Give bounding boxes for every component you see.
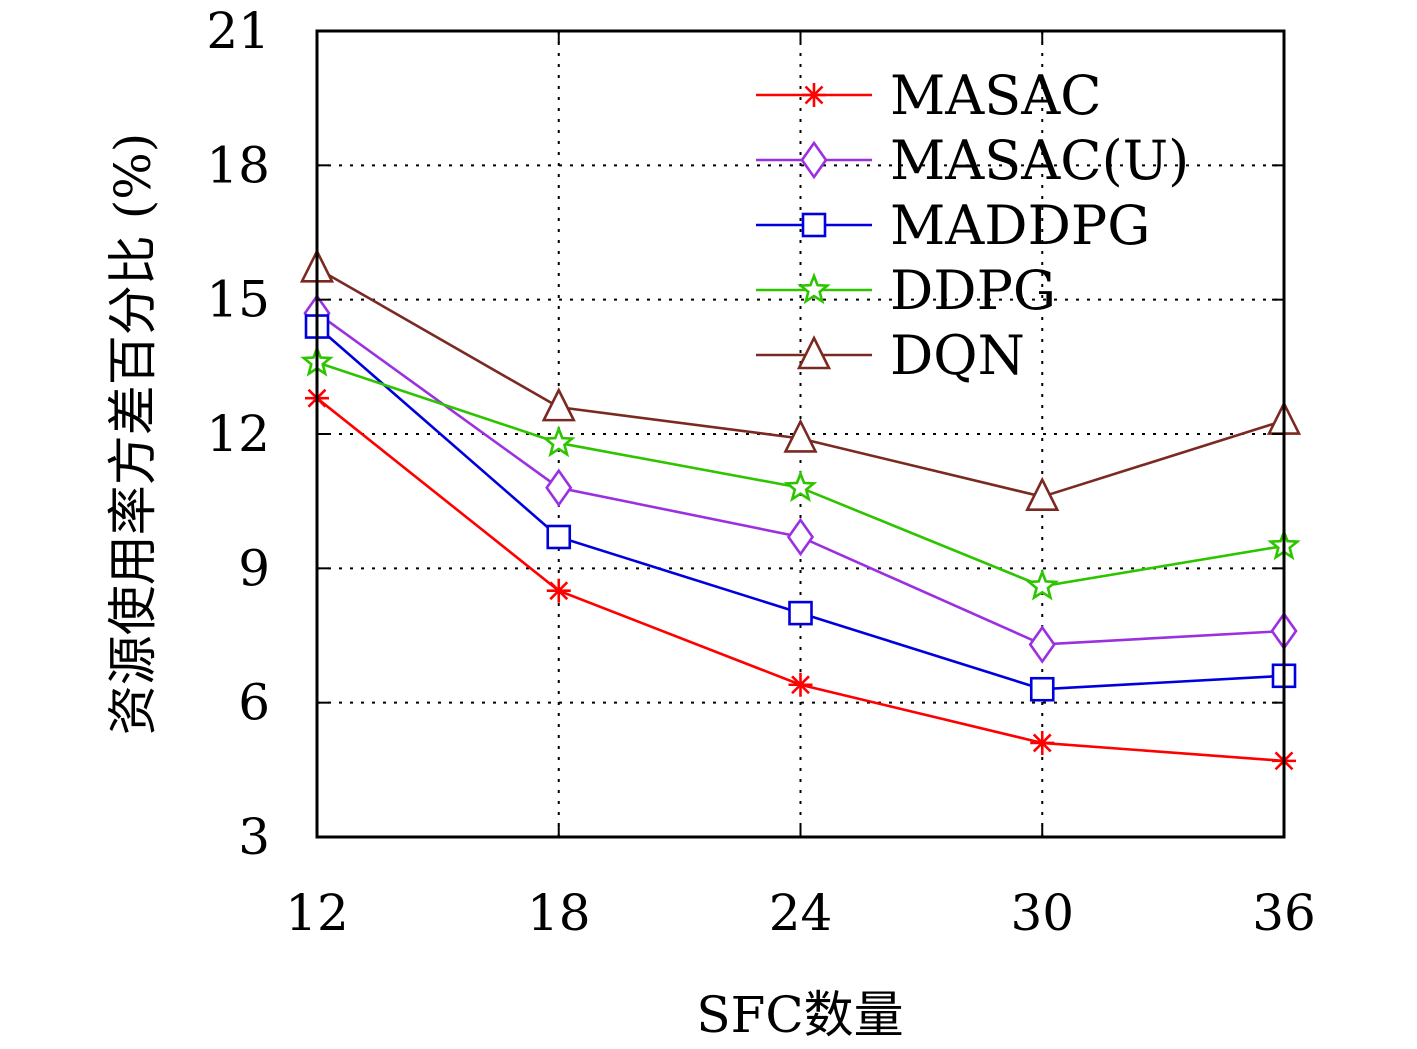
series-line-maddpg <box>316 325 1285 691</box>
series-maddpg <box>304 314 1297 702</box>
series-masac-u <box>303 293 1298 664</box>
x-tick-label: 30 <box>1010 884 1074 942</box>
legend-item-masac: MASAC <box>756 64 1102 127</box>
data-point-masac <box>1030 730 1055 755</box>
legend-label: MASAC <box>890 64 1102 127</box>
y-axis-title: 资源使用率方差百分比 (%) <box>104 133 162 735</box>
legend-marker-dqn <box>796 335 832 370</box>
x-tick-label: 12 <box>285 884 349 942</box>
data-point-maddpg <box>546 524 572 550</box>
legend-marker-masac <box>802 83 826 107</box>
legend-label: MASAC(U) <box>890 129 1189 192</box>
y-tick-label: 3 <box>238 808 270 866</box>
legend-label: DDPG <box>890 259 1056 322</box>
y-tick-label: 21 <box>206 2 270 60</box>
legend-item-maddpg: MADDPG <box>756 194 1150 257</box>
legend-label: DQN <box>890 324 1025 387</box>
data-point-maddpg <box>788 600 813 626</box>
data-point-masac-u <box>1028 625 1056 664</box>
data-point-masac <box>546 578 571 603</box>
x-tick-label: 24 <box>769 884 833 942</box>
x-axis-title: SFC数量 <box>696 986 903 1044</box>
y-tick-label: 18 <box>206 136 270 194</box>
y-tick-label: 9 <box>238 539 270 597</box>
y-tick-label: 15 <box>206 271 270 329</box>
data-point-masac <box>788 672 813 697</box>
legend-item-masac-u: MASAC(U) <box>756 129 1189 192</box>
data-point-masac-u <box>786 517 815 557</box>
x-tick-label: 36 <box>1252 884 1316 942</box>
data-point-dqn <box>541 387 576 422</box>
data-point-masac-stroke <box>549 581 569 601</box>
legend-item-ddpg: DDPG <box>756 259 1056 322</box>
legend-marker-maddpg <box>801 212 827 238</box>
data-point-ddpg <box>1025 568 1059 601</box>
y-tick-label: 12 <box>206 405 270 463</box>
data-point-ddpg <box>542 425 576 458</box>
data-point-maddpg <box>1029 676 1055 702</box>
data-point-dqn <box>1025 476 1060 511</box>
y-tick-label: 6 <box>238 674 270 732</box>
legend-marker-ddpg <box>797 272 831 305</box>
grid-lines <box>317 31 1284 837</box>
x-tick-label: 18 <box>527 884 591 942</box>
data-point-ddpg <box>783 470 818 502</box>
legend-label: MADDPG <box>890 194 1150 257</box>
data-point-dqn <box>783 418 818 453</box>
data-point-masac-u <box>545 468 573 507</box>
legend-marker-masac-u <box>800 140 828 180</box>
legend-item-dqn: DQN <box>756 324 1025 387</box>
data-point-masac-stroke <box>1032 733 1052 753</box>
data-point-masac-stroke <box>791 675 810 695</box>
legend-marker-masac-stroke <box>804 85 824 105</box>
